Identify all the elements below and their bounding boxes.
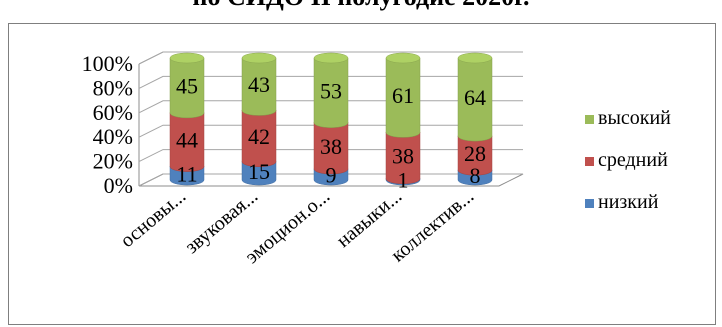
- data-label: 43: [248, 72, 270, 97]
- stacked-bar-chart: 0%20%40%60%80%100% 114445154243938531386…: [9, 24, 715, 324]
- legend-label: высокий: [598, 107, 671, 129]
- legend: высокий средний низкий: [585, 107, 671, 213]
- data-label: 45: [176, 73, 198, 98]
- y-axis-tick-labels: 0%20%40%60%80%100%: [82, 51, 133, 198]
- data-label: 28: [464, 141, 486, 166]
- y-tick-label: 80%: [93, 75, 133, 100]
- y-tick-label: 0%: [104, 173, 133, 198]
- data-label: 15: [248, 159, 270, 184]
- data-label: 53: [320, 78, 342, 103]
- data-label: 44: [176, 128, 198, 153]
- bar-segment-top: [170, 53, 204, 63]
- data-label: 9: [326, 163, 337, 188]
- data-label: 8: [470, 163, 481, 188]
- bar-segment-top: [242, 53, 276, 63]
- data-label: 1: [398, 167, 409, 192]
- bar-segment-top: [386, 53, 420, 63]
- y-tick-label: 100%: [82, 51, 133, 76]
- legend-swatch-высокий: [585, 115, 594, 124]
- data-label: 61: [392, 83, 414, 108]
- y-tick-label: 20%: [93, 149, 133, 174]
- legend-swatch-средний: [585, 157, 594, 166]
- legend-swatch-низкий: [585, 199, 594, 208]
- legend-label: низкий: [598, 191, 659, 213]
- y-tick-label: 40%: [93, 124, 133, 149]
- legend-label: средний: [598, 149, 668, 171]
- data-label: 64: [464, 85, 486, 110]
- bar-segment-top: [458, 53, 492, 63]
- chart-title: по СИДО II полугодие 2020г.: [0, 0, 722, 12]
- data-label: 38: [392, 144, 414, 169]
- chart-area: 0% 20% 40% 60% 80% 100% 11 44 45 15 42 43 9 38 53 1 38 6…: [8, 23, 716, 325]
- bar-segment-top: [314, 53, 348, 63]
- data-label: 38: [320, 134, 342, 159]
- x-axis-tick-labels: основы...звуковая...эмоцион.о...навыки..…: [116, 185, 478, 268]
- data-label: 42: [248, 124, 270, 149]
- data-label: 11: [176, 161, 197, 186]
- y-tick-label: 60%: [93, 100, 133, 125]
